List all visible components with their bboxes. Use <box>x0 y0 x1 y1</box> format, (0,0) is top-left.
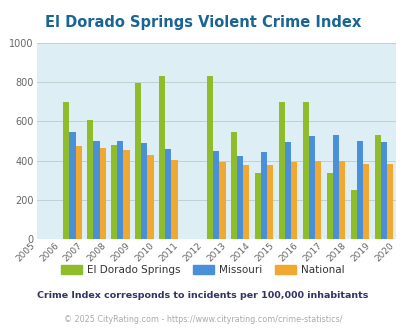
Bar <box>314 161 321 239</box>
Bar <box>63 102 69 239</box>
Legend: El Dorado Springs, Missouri, National: El Dorado Springs, Missouri, National <box>57 261 348 280</box>
Bar <box>171 160 177 239</box>
Bar <box>165 149 171 239</box>
Text: Crime Index corresponds to incidents per 100,000 inhabitants: Crime Index corresponds to incidents per… <box>37 291 368 300</box>
Bar <box>117 141 123 239</box>
Text: © 2025 CityRating.com - https://www.cityrating.com/crime-statistics/: © 2025 CityRating.com - https://www.city… <box>64 315 341 324</box>
Bar <box>219 162 225 239</box>
Bar <box>326 174 332 239</box>
Bar <box>386 164 392 239</box>
Bar <box>111 145 117 239</box>
Bar <box>99 148 106 239</box>
Bar <box>237 156 243 239</box>
Bar <box>123 150 130 239</box>
Bar <box>284 142 290 239</box>
Bar <box>266 165 273 239</box>
Bar <box>134 83 141 239</box>
Bar <box>147 155 153 239</box>
Bar <box>373 135 380 239</box>
Bar <box>254 174 260 239</box>
Bar <box>338 161 345 239</box>
Bar <box>356 141 362 239</box>
Bar <box>350 190 356 239</box>
Bar <box>75 146 82 239</box>
Bar <box>93 141 99 239</box>
Bar <box>332 135 338 239</box>
Text: El Dorado Springs Violent Crime Index: El Dorado Springs Violent Crime Index <box>45 15 360 30</box>
Bar <box>230 132 237 239</box>
Bar <box>278 102 284 239</box>
Bar <box>69 132 75 239</box>
Bar <box>87 120 93 239</box>
Bar <box>158 76 165 239</box>
Bar <box>206 76 213 239</box>
Bar <box>302 102 308 239</box>
Bar <box>290 162 297 239</box>
Bar <box>243 165 249 239</box>
Bar <box>141 143 147 239</box>
Bar <box>213 151 219 239</box>
Bar <box>308 136 314 239</box>
Bar <box>362 164 369 239</box>
Bar <box>380 142 386 239</box>
Bar <box>260 152 266 239</box>
